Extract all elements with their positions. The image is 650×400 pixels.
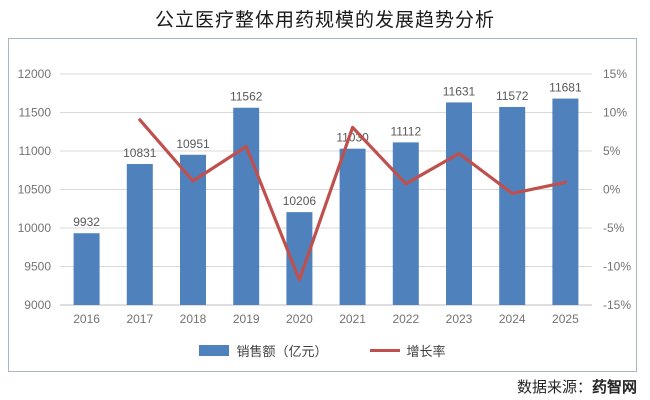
growth-line bbox=[138, 118, 568, 282]
bar-value-label: 10206 bbox=[283, 194, 317, 208]
chart-legend: 销售额（亿元） 增长率 bbox=[9, 341, 636, 360]
x-axis-label: 2019 bbox=[233, 312, 260, 326]
sales-bar bbox=[339, 148, 366, 305]
x-axis-label: 2024 bbox=[499, 312, 526, 326]
right-axis-tick: 0% bbox=[603, 183, 621, 197]
combo-chart: 12000 11500 11000 10500 10000 9500 9000 15% 10% 5… bbox=[18, 67, 632, 326]
chart-frame: 12000 11500 11000 10500 10000 9500 9000 15% 10% 5… bbox=[8, 38, 637, 372]
left-axis-tick: 10500 bbox=[18, 183, 52, 197]
sales-bar bbox=[126, 164, 153, 305]
left-axis-tick: 12000 bbox=[18, 67, 52, 81]
bar-value-label: 11631 bbox=[443, 84, 476, 98]
left-axis-tick: 11500 bbox=[19, 106, 52, 120]
right-axis-tick: 5% bbox=[603, 144, 621, 158]
right-axis-tick: -10% bbox=[603, 260, 631, 274]
data-source-name: 药智网 bbox=[591, 379, 637, 396]
sales-bar bbox=[392, 142, 419, 305]
right-axis-tick: 10% bbox=[603, 106, 627, 120]
legend-label-growth: 增长率 bbox=[406, 344, 446, 359]
bar-swatch-icon bbox=[199, 345, 230, 356]
x-axis-label: 2020 bbox=[286, 312, 313, 326]
left-axis-tick: 9500 bbox=[24, 260, 51, 274]
bar-value-label: 11681 bbox=[549, 81, 582, 95]
legend-label-sales: 销售额（亿元） bbox=[236, 344, 328, 359]
x-axis-label: 2025 bbox=[552, 312, 579, 326]
sales-bar bbox=[446, 102, 472, 305]
x-axis-label: 2021 bbox=[339, 312, 366, 326]
x-axis-label: 2016 bbox=[73, 312, 100, 326]
right-axis-tick: 15% bbox=[603, 67, 627, 81]
sales-bar bbox=[233, 107, 260, 305]
bar-value-label: 11112 bbox=[390, 124, 421, 138]
bar-value-label: 11572 bbox=[496, 89, 529, 103]
right-axis-tick: -5% bbox=[603, 221, 625, 235]
left-axis-tick: 10000 bbox=[18, 221, 52, 235]
bar-value-label: 10831 bbox=[123, 146, 157, 160]
left-axis-tick: 11000 bbox=[19, 144, 52, 158]
x-axis-label: 2023 bbox=[446, 312, 473, 326]
legend-item-sales: 销售额（亿元） bbox=[199, 341, 328, 360]
sales-bar bbox=[552, 98, 579, 305]
chart-title: 公立医疗整体用药规模的发展趋势分析 bbox=[154, 10, 495, 31]
bar-value-label: 11562 bbox=[230, 90, 263, 104]
bar-value-label: 10951 bbox=[176, 137, 210, 151]
x-axis-label: 2018 bbox=[180, 312, 207, 326]
right-axis-tick: -15% bbox=[603, 298, 631, 312]
x-axis-label: 2017 bbox=[126, 312, 153, 326]
legend-item-growth: 增长率 bbox=[369, 341, 446, 360]
x-axis-label: 2022 bbox=[392, 312, 419, 326]
sales-bar bbox=[180, 154, 206, 305]
data-source-prefix: 数据来源： bbox=[516, 379, 592, 396]
sales-bar bbox=[499, 106, 526, 306]
line-swatch-icon bbox=[369, 349, 400, 352]
data-source: 数据来源：药智网 bbox=[517, 376, 637, 397]
sales-bar bbox=[73, 233, 100, 305]
left-axis-tick: 9000 bbox=[24, 298, 51, 312]
bar-value-label: 9932 bbox=[73, 215, 100, 229]
